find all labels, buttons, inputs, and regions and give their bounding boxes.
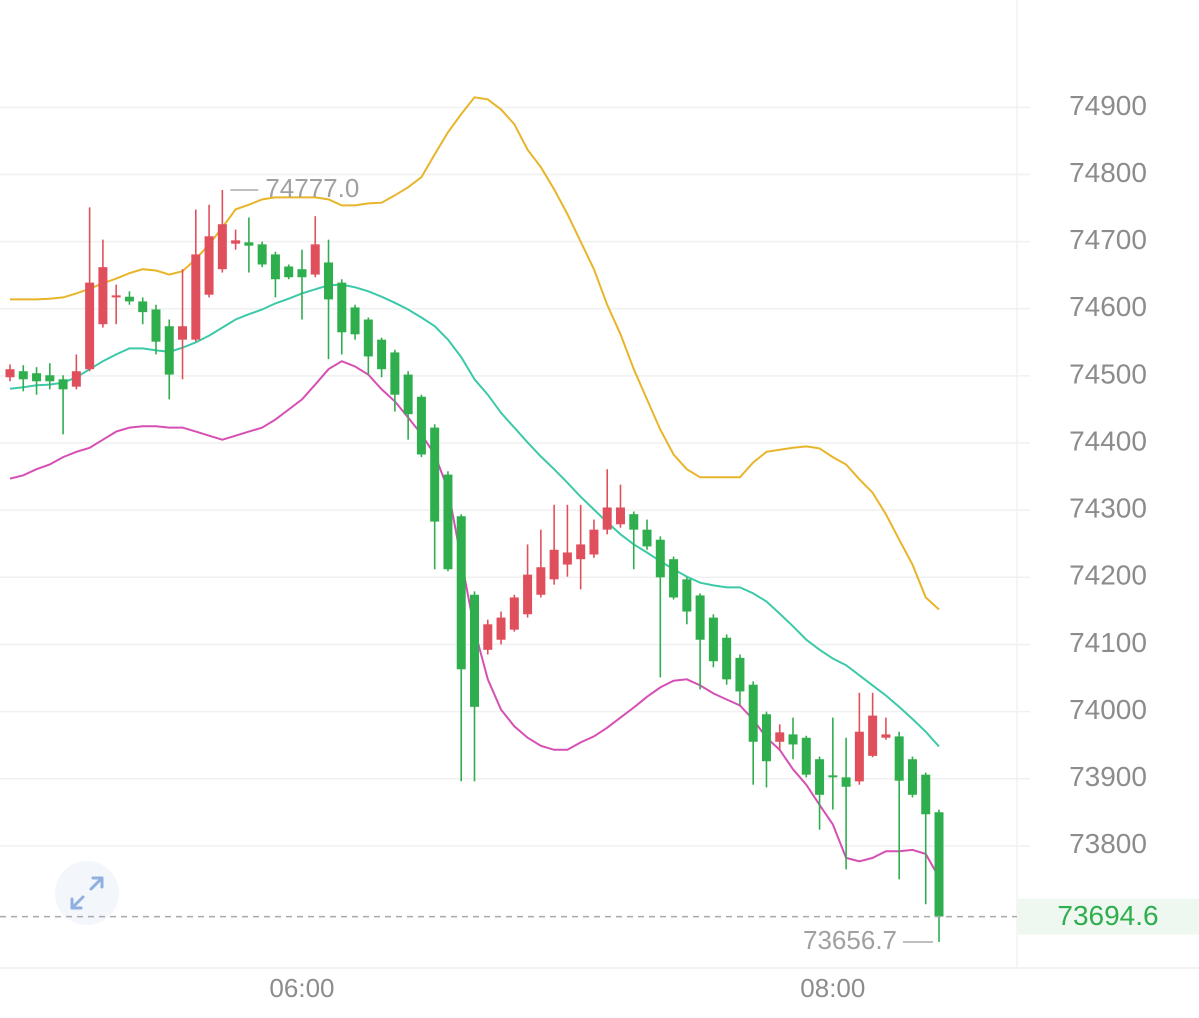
candle-body — [921, 774, 931, 815]
candle-body — [602, 507, 612, 530]
candle-body — [815, 759, 825, 795]
candle-body — [58, 379, 68, 390]
candle-body — [270, 254, 280, 280]
candle-body — [151, 309, 161, 342]
candle-body — [629, 514, 639, 530]
candle-body — [536, 567, 546, 595]
y-tick-label: 74900 — [1069, 90, 1147, 121]
candle-body — [907, 759, 917, 795]
expand-icon[interactable] — [70, 876, 104, 910]
candle-body — [350, 307, 360, 335]
candle-body — [284, 266, 294, 278]
candle-body — [496, 617, 506, 640]
candle-body — [642, 529, 652, 547]
y-tick-label: 74100 — [1069, 627, 1147, 658]
candle-body — [297, 269, 307, 278]
candle-body — [562, 552, 572, 565]
y-tick-label: 74600 — [1069, 291, 1147, 322]
candle-body — [934, 812, 944, 917]
candle-body — [257, 244, 267, 265]
y-tick-label: 74800 — [1069, 157, 1147, 188]
expand-button[interactable] — [55, 861, 119, 925]
candle-body — [191, 254, 201, 340]
candle-body — [310, 244, 320, 275]
candle-body — [801, 737, 811, 775]
candle-body — [377, 339, 387, 370]
x-tick-label: 06:00 — [269, 973, 334, 1003]
y-tick-label: 73800 — [1069, 828, 1147, 859]
y-tick-label: 74500 — [1069, 358, 1147, 389]
candle-body — [483, 624, 493, 650]
candle-body — [775, 732, 785, 742]
candle-body — [231, 240, 241, 244]
candle-body — [509, 597, 519, 630]
candle-body — [324, 262, 334, 300]
candle-body — [669, 559, 679, 598]
candle-body — [111, 295, 121, 298]
candle-body — [722, 637, 732, 680]
candle-body — [45, 375, 55, 382]
candle-body — [589, 529, 599, 555]
candle-body — [98, 267, 108, 325]
y-tick-label: 74400 — [1069, 425, 1147, 456]
candle-body — [390, 352, 400, 395]
candle-body — [841, 777, 851, 787]
last-price-box — [1018, 898, 1199, 935]
y-tick-label: 74000 — [1069, 694, 1147, 725]
candle-body — [416, 396, 426, 455]
candle-body — [682, 579, 692, 612]
candle-body — [708, 617, 718, 662]
y-tick-label: 74700 — [1069, 224, 1147, 255]
candle-body — [456, 516, 466, 670]
y-tick-label: 74200 — [1069, 560, 1147, 591]
y-tick-label: 74300 — [1069, 493, 1147, 524]
candle-body — [363, 319, 373, 357]
candle-body — [244, 242, 254, 246]
candle-body — [735, 657, 745, 692]
candle-body — [178, 326, 188, 340]
candle-body — [523, 574, 533, 615]
candle-body — [5, 369, 15, 378]
candle-body — [655, 539, 665, 578]
candle-body — [828, 775, 838, 778]
low-label: 73656.7 — [803, 925, 897, 955]
candle-body — [71, 371, 81, 387]
band-line — [10, 96, 940, 611]
candle-body — [881, 734, 891, 738]
candle-body — [124, 296, 134, 302]
candle-body — [894, 736, 904, 781]
candle-body — [549, 549, 559, 580]
candle-body — [788, 734, 798, 745]
high-label: 74777.0 — [265, 173, 359, 203]
candle-body — [138, 301, 148, 313]
candle-body — [164, 326, 174, 375]
candle-body — [430, 427, 440, 522]
candle-body — [443, 474, 453, 570]
candle-body — [85, 282, 95, 370]
candle-body — [761, 714, 771, 762]
candle-body — [854, 731, 864, 782]
y-tick-label: 73900 — [1069, 761, 1147, 792]
candle-body — [217, 224, 227, 270]
candle-body — [615, 507, 625, 525]
candle-body — [337, 282, 347, 333]
last-price-label: 73694.6 — [1057, 900, 1158, 931]
candle-body — [576, 544, 586, 560]
candle-body — [204, 236, 214, 295]
candle-body — [32, 373, 42, 382]
candle-body — [868, 715, 878, 756]
candle-body — [18, 371, 28, 380]
candle-body — [695, 595, 705, 640]
expand-button-bg[interactable] — [55, 861, 119, 925]
candle-body — [470, 594, 479, 707]
candle-body — [403, 374, 413, 415]
candle-body — [748, 684, 758, 742]
x-tick-label: 08:00 — [800, 973, 865, 1003]
